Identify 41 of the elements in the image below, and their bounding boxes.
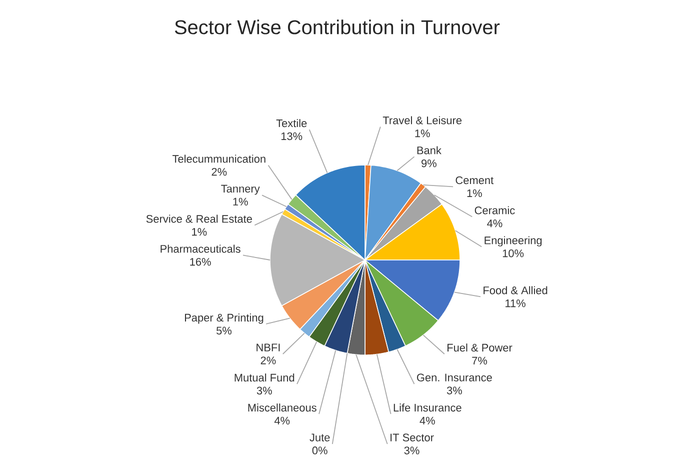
data-label: 4% (487, 220, 502, 228)
data-label: 1% (415, 130, 430, 138)
data-label: 9% (422, 159, 436, 168)
data-label: 1% (192, 228, 207, 236)
slice-label: Tannery (221, 184, 260, 195)
data-label: 13% (281, 132, 302, 140)
slice-label: Bank (417, 146, 442, 154)
data-label: 2% (212, 168, 227, 176)
category-label: Jute (310, 434, 330, 442)
slice-label: Telecummunication (172, 154, 266, 163)
slice-label: Service & Real Estate (146, 214, 252, 223)
data-label: 1% (233, 198, 248, 206)
slice-label: NBFI (256, 344, 280, 352)
data-label: 1% (467, 189, 482, 198)
slice-label: Cement (456, 176, 494, 184)
data-label: 11% (506, 299, 526, 308)
slice-label: Life Insurance (394, 404, 462, 412)
chart-title: Sector Wise Contribution in Turnover (174, 20, 500, 34)
slice-label: Fuel & Power (448, 344, 512, 352)
data-label: 4% (420, 416, 435, 424)
data-label: 10% (502, 249, 524, 258)
data-label: 5% (216, 326, 232, 334)
slice-label: Textile (276, 119, 307, 128)
data-label: 16% (190, 258, 211, 266)
slice-label: IT Sector (390, 434, 434, 442)
slice-label: Pharmaceuticals (160, 244, 240, 253)
data-label: 2% (260, 356, 276, 364)
data-label: 3% (446, 386, 462, 394)
data-label: 3% (404, 446, 420, 454)
slice-label: Engineering (484, 236, 542, 246)
slice-label: Food & Allied (484, 286, 548, 294)
data-label: 4% (274, 416, 290, 424)
slice-label: Gen. Insurance (417, 374, 492, 382)
slice-label: Paper & Printing (185, 314, 264, 324)
slice-label: Ceramic (474, 206, 515, 214)
slice-label: Travel & Leisure (382, 116, 462, 124)
data-label: 7% (472, 356, 488, 364)
slice-label: Miscellaneous (248, 404, 316, 412)
data-label: 3% (256, 386, 272, 394)
text: 0% (312, 446, 328, 454)
slice-label: Mutual Fund (234, 374, 294, 382)
